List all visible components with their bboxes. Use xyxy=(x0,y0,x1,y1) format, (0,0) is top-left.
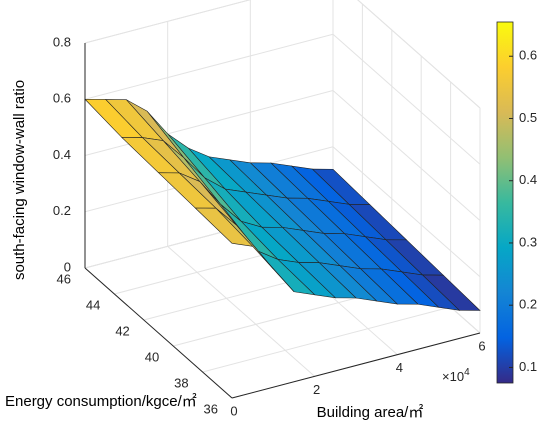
x-exponent-base: ×10 xyxy=(442,369,464,384)
surface-patch xyxy=(194,207,254,247)
grid-line xyxy=(84,33,334,100)
z-tick-label: 0 xyxy=(64,259,71,274)
y-axis xyxy=(84,267,233,399)
box-edge xyxy=(84,0,252,44)
colorbar-tick-label: 0.3 xyxy=(519,234,537,249)
x-tick-label: 0 xyxy=(230,403,237,418)
grid-line xyxy=(167,245,315,377)
colorbar: 0.1 0.2 0.3 0.4 0.5 0.6 xyxy=(496,21,537,384)
grid-line xyxy=(202,306,451,373)
x-axis-label: Building area/㎡ xyxy=(317,404,424,421)
grid-line xyxy=(332,33,481,165)
z-axis-label: south-facing window-wall ratio xyxy=(11,80,28,280)
y-tick-label: 38 xyxy=(174,375,188,390)
y-axis-label: Energy consumption/kgce/㎡ xyxy=(5,393,197,410)
x-exponent-power: 4 xyxy=(464,367,470,378)
grid-line xyxy=(84,90,334,156)
grid-line xyxy=(357,0,481,109)
y-tick-label: 42 xyxy=(115,323,129,338)
y-tick-label: 36 xyxy=(204,401,218,416)
grid-line xyxy=(84,0,252,44)
x-tick-label: 4 xyxy=(396,360,403,375)
colorbar-tick-label: 0.4 xyxy=(519,172,537,187)
colorbar-tick-label: 0.6 xyxy=(519,48,537,63)
x-tick-label: 6 xyxy=(478,338,485,353)
z-tick-label: 0.6 xyxy=(53,91,71,106)
grid-line xyxy=(332,146,481,278)
surface xyxy=(84,98,481,311)
z-tick-label: 0.4 xyxy=(53,147,71,162)
x-axis xyxy=(231,332,481,399)
labels: Building area/㎡ Energy consumption/kgce/… xyxy=(5,80,470,421)
y-tick-label: 44 xyxy=(86,297,100,312)
x-tick-label: 2 xyxy=(313,382,320,397)
colorbar-tick-label: 0.1 xyxy=(519,359,537,374)
y-tick-label: 46 xyxy=(57,271,71,286)
colorbar-tick-label: 0.2 xyxy=(519,297,537,312)
colorbar-scale xyxy=(496,21,514,384)
y-tick-label: 40 xyxy=(145,349,159,364)
z-tick-label: 0.8 xyxy=(53,34,71,49)
z-tick-label: 0.2 xyxy=(53,203,71,218)
x-exponent: ×104 xyxy=(442,367,470,385)
grid-line xyxy=(332,90,481,221)
colorbar-tick-label: 0.5 xyxy=(519,110,537,125)
